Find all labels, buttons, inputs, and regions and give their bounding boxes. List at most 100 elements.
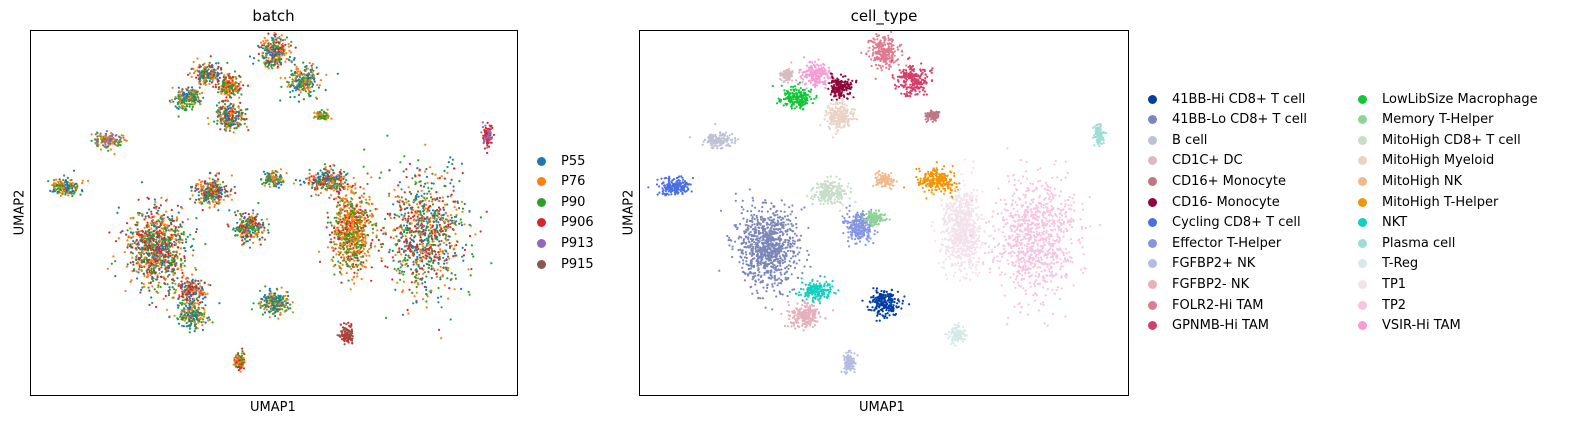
data-point [469, 274, 472, 277]
data-point [141, 250, 144, 253]
data-point [433, 269, 436, 272]
data-point [341, 199, 344, 202]
data-point [357, 264, 360, 267]
data-point [195, 228, 198, 231]
data-point [436, 231, 439, 234]
data-point [288, 49, 291, 52]
data-point [188, 92, 191, 96]
data-point [103, 140, 106, 143]
data-point [225, 86, 228, 89]
data-point [156, 255, 159, 258]
data-point [218, 198, 221, 202]
data-point [142, 282, 145, 286]
data-point [339, 168, 343, 171]
data-point [418, 225, 421, 228]
data-point [276, 65, 279, 68]
data-point [349, 247, 352, 250]
data-point [392, 203, 395, 206]
data-point [294, 71, 297, 74]
data-point [352, 275, 356, 278]
data-point [370, 176, 373, 179]
data-point [121, 230, 124, 233]
data-point [282, 180, 285, 184]
data-point [324, 166, 327, 169]
data-point [94, 133, 97, 136]
data-point [198, 92, 201, 95]
data-point [362, 226, 365, 229]
data-point [281, 39, 285, 42]
data-point [307, 87, 310, 90]
data-point [264, 39, 268, 42]
data-point [353, 244, 356, 248]
data-point [319, 115, 322, 118]
data-point [218, 76, 221, 79]
data-point [449, 245, 452, 248]
data-point [340, 181, 343, 184]
data-point [452, 247, 456, 250]
data-point [222, 88, 226, 92]
data-point [236, 221, 239, 224]
data-point [361, 219, 364, 222]
data-point [234, 70, 237, 73]
data-point [186, 95, 189, 98]
data-point [220, 87, 223, 90]
data-point [425, 286, 428, 289]
data-point [167, 266, 171, 269]
data-point [177, 211, 180, 214]
data-point [344, 173, 348, 176]
data-point [272, 43, 275, 47]
data-point [227, 112, 230, 115]
data-point [144, 215, 147, 218]
data-point [105, 130, 109, 133]
data-point [166, 283, 169, 286]
data-point [421, 199, 424, 202]
data-point [228, 209, 231, 212]
data-point [208, 206, 211, 209]
data-point [232, 228, 235, 231]
data-point [131, 256, 134, 259]
data-point [335, 233, 338, 236]
data-point [164, 238, 167, 241]
data-point [227, 83, 230, 86]
data-point [232, 105, 235, 108]
data-point [430, 196, 433, 199]
data-point [334, 178, 337, 181]
data-point [215, 185, 219, 188]
data-point [195, 268, 198, 271]
data-point [294, 77, 297, 80]
data-point [289, 96, 292, 99]
data-point [367, 251, 370, 254]
data-point [339, 218, 342, 221]
data-point [122, 136, 125, 139]
data-point [342, 241, 345, 244]
data-point [207, 75, 210, 78]
data-point [227, 115, 230, 118]
data-point [434, 209, 437, 213]
data-point [185, 238, 188, 241]
data-point [141, 239, 144, 242]
data-point [166, 241, 169, 244]
data-point [192, 103, 195, 106]
data-point [371, 227, 375, 230]
data-point [417, 277, 420, 280]
data-point [346, 215, 349, 218]
data-point [280, 44, 283, 48]
data-point [233, 185, 236, 188]
data-point [199, 71, 202, 75]
data-point [140, 254, 143, 257]
data-point [361, 241, 364, 244]
data-point [203, 79, 206, 82]
data-point [309, 80, 312, 83]
data-point [158, 236, 161, 239]
data-point [358, 196, 361, 199]
data-point [160, 275, 163, 278]
data-point [400, 196, 403, 199]
data-point [485, 131, 488, 135]
data-point [345, 256, 348, 259]
data-point [489, 125, 492, 128]
data-point [270, 60, 273, 63]
data-point [377, 249, 380, 252]
data-point [351, 217, 354, 220]
data-point [308, 176, 311, 179]
data-point [165, 198, 169, 201]
